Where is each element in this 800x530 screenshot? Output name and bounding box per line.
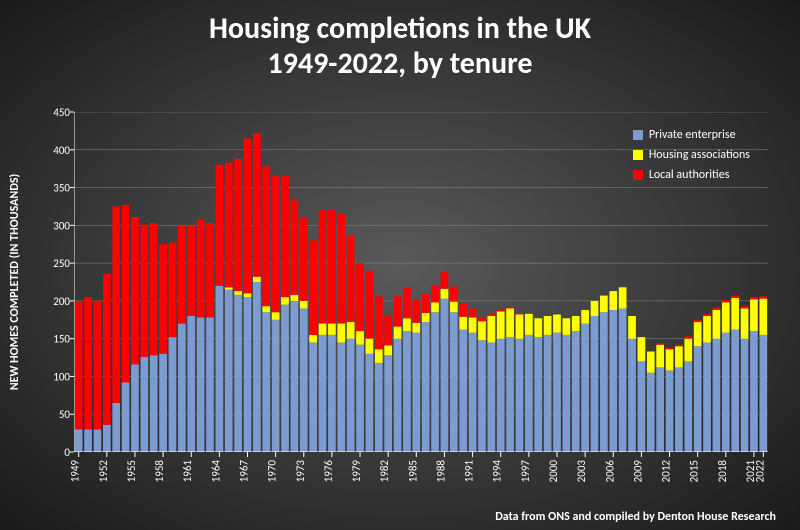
- svg-text:1949: 1949: [69, 460, 82, 483]
- svg-text:200: 200: [53, 295, 70, 308]
- svg-text:1955: 1955: [125, 460, 138, 482]
- svg-text:1979: 1979: [350, 460, 363, 483]
- svg-text:350: 350: [53, 182, 70, 195]
- legend-item-local: Local authorities: [633, 168, 750, 182]
- title-line1: Housing completions in the UK: [0, 12, 800, 47]
- legend-label-private: Private enterprise: [649, 128, 736, 142]
- legend-swatch-local: [633, 170, 643, 180]
- svg-text:1967: 1967: [238, 460, 251, 483]
- svg-text:400: 400: [53, 144, 70, 157]
- legend: Private enterprise Housing associations …: [633, 128, 750, 188]
- svg-text:300: 300: [53, 219, 70, 232]
- y-axis-label: NEW HOMES COMPLETED (IN THOUSANDS): [8, 112, 28, 452]
- svg-text:100: 100: [53, 370, 70, 383]
- svg-text:2022: 2022: [753, 460, 766, 483]
- svg-text:1958: 1958: [153, 460, 166, 483]
- svg-text:2009: 2009: [631, 460, 644, 483]
- y-axis-ticks: 050100150200250300350400450: [34, 112, 74, 458]
- svg-text:1994: 1994: [491, 460, 504, 483]
- svg-text:1997: 1997: [519, 460, 532, 483]
- svg-text:1982: 1982: [378, 460, 391, 483]
- legend-label-local: Local authorities: [649, 168, 730, 182]
- svg-text:1961: 1961: [181, 460, 194, 483]
- svg-text:1970: 1970: [266, 460, 279, 483]
- svg-text:1988: 1988: [434, 460, 447, 483]
- legend-swatch-housing: [633, 150, 643, 160]
- svg-text:2006: 2006: [603, 460, 616, 483]
- svg-text:2015: 2015: [688, 460, 701, 482]
- legend-item-private: Private enterprise: [633, 128, 750, 142]
- svg-text:1964: 1964: [209, 460, 222, 483]
- svg-text:1985: 1985: [406, 460, 419, 482]
- svg-text:2018: 2018: [716, 460, 729, 483]
- legend-swatch-private: [633, 130, 643, 140]
- svg-text:150: 150: [53, 333, 70, 346]
- svg-text:450: 450: [53, 106, 70, 119]
- svg-text:2012: 2012: [660, 460, 673, 483]
- svg-text:1952: 1952: [97, 460, 110, 483]
- svg-text:2003: 2003: [575, 460, 588, 483]
- footer-attribution: Data from ONS and compiled by Denton Hou…: [495, 510, 776, 524]
- svg-text:2000: 2000: [547, 460, 560, 483]
- legend-item-housing: Housing associations: [633, 148, 750, 162]
- svg-text:1976: 1976: [322, 460, 335, 483]
- svg-text:250: 250: [53, 257, 70, 270]
- svg-text:50: 50: [59, 408, 71, 421]
- svg-text:0: 0: [64, 446, 70, 459]
- legend-label-housing: Housing associations: [649, 148, 750, 162]
- chart-title: Housing completions in the UK 1949-2022,…: [0, 12, 800, 81]
- svg-text:1991: 1991: [463, 460, 476, 483]
- x-axis-ticks: 1949195219551958196119641967197019731976…: [74, 452, 768, 504]
- svg-text:1973: 1973: [294, 460, 307, 483]
- title-line2: 1949-2022, by tenure: [0, 47, 800, 82]
